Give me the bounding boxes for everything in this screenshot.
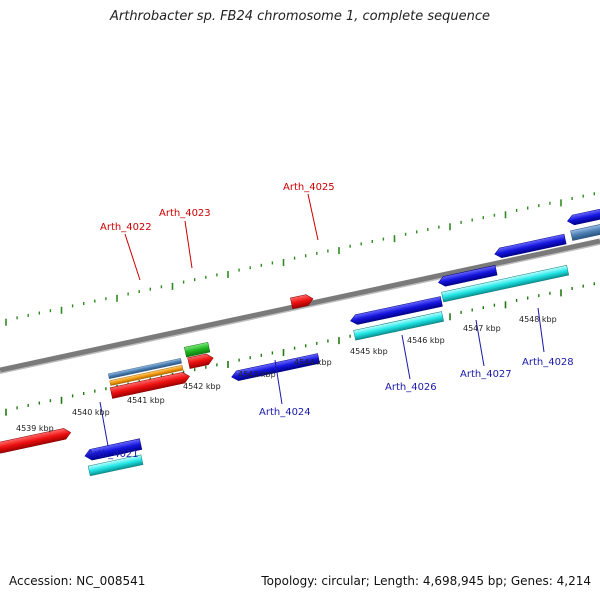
leader-arth-4023	[184, 220, 193, 269]
leader-arth-4027	[475, 319, 485, 367]
gene-next-gene	[570, 222, 600, 241]
gene-arth-4026-gene	[353, 311, 444, 341]
gene-label-arth-4023: Arth_4023	[159, 208, 211, 219]
scale-label-4540: 4540 kbp	[72, 408, 110, 417]
gene-next-cds	[567, 207, 600, 226]
gene-arth-4022-cds	[109, 371, 190, 399]
gene-left-edge-cds	[0, 428, 72, 454]
summary-text: Topology: circular; Length: 4,698,945 bp…	[261, 574, 591, 588]
gene-arth-4022-region	[107, 358, 182, 379]
gene-arth-4022-gene	[109, 364, 184, 386]
leader-arth-4025	[307, 193, 319, 241]
map-title: Arthrobacter sp. FB24 chromosome 1, comp…	[109, 9, 491, 24]
gene-arth-4026-cds	[350, 296, 443, 325]
gene-label-arth-4024: Arth_4024	[259, 407, 311, 418]
leader-arth-4024	[274, 359, 283, 405]
gene-arth-4021-cds	[84, 438, 143, 461]
scale-label-4543: 4543 kbp	[238, 370, 276, 379]
backbone-shadow	[0, 243, 600, 374]
scale-label-4546: 4546 kbp	[407, 336, 445, 345]
gene-arth-4027-gene	[441, 265, 570, 303]
scale-ticks-outer	[5, 192, 595, 326]
leader-arth-4026	[401, 334, 411, 380]
gene-arth-4021-gene	[87, 454, 144, 477]
gene-arth-4023-cds	[187, 353, 214, 369]
accession-text: Accession: NC_008541	[9, 574, 146, 588]
scale-label-4547: 4547 kbp	[463, 324, 501, 333]
scale-label-4544: 4544 kbp	[294, 358, 332, 367]
gene-arth-4027-cds	[438, 265, 498, 287]
scale-label-4541: 4541 kbp	[127, 396, 165, 405]
scale-label-4539: 4539 kbp	[16, 424, 54, 433]
leader-arth-4028	[537, 307, 545, 353]
leader-arth-4022	[124, 233, 141, 281]
scale-label-4542: 4542 kbp	[183, 382, 221, 391]
scale-label-4548: 4548 kbp	[519, 315, 557, 324]
gene-label-arth-4028: Arth_4028	[522, 357, 574, 368]
leader-arth-4021	[99, 401, 109, 447]
gene-label-arth-4026: Arth_4026	[385, 382, 437, 393]
gene-arth-4028-cds	[494, 233, 567, 259]
gene-label-arth-4027: Arth_4027	[460, 369, 512, 380]
gene-arth-4023-gene	[184, 341, 211, 358]
gene-label-arth-4022: Arth_4022	[100, 222, 152, 233]
gene-label-arth-4021: Arth_4021	[87, 449, 139, 460]
scale-label-4545: 4545 kbp	[350, 347, 388, 356]
gene-arth-4025-cds	[290, 294, 314, 310]
gene-label-arth-4025: Arth_4025	[283, 182, 335, 193]
